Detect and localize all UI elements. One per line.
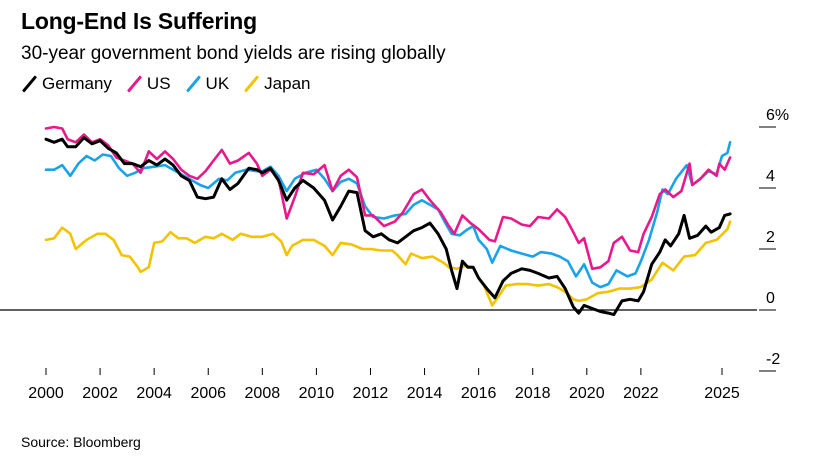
- legend-label-us: US: [146, 74, 171, 93]
- source-note: Source: Bloomberg: [21, 434, 141, 450]
- x-tick-label: 2004: [136, 385, 172, 402]
- legend-item-germany: Germany: [21, 74, 112, 94]
- axis-layer: 6% 4 2 0 -2 2000 2002 2004 2006 2008 2010 2012 2014 2…: [0, 107, 789, 402]
- x-tick-label: 2000: [28, 385, 64, 402]
- y-tick-label: 2: [766, 229, 775, 246]
- y-tick-label: 6%: [766, 107, 789, 124]
- y-tick-label: 0: [766, 290, 775, 307]
- x-tick-label: 2016: [461, 385, 497, 402]
- legend-item-japan: Japan: [243, 74, 310, 94]
- x-tick-label: 2002: [82, 385, 118, 402]
- series-layer: [44, 125, 732, 317]
- legend: Germany US UK Japan: [21, 74, 325, 94]
- chart-title: Long-End Is Suffering: [21, 8, 257, 34]
- legend-item-uk: UK: [185, 74, 230, 94]
- legend-item-us: US: [126, 74, 171, 94]
- x-tick-label: 2008: [245, 385, 281, 402]
- x-tick-label: 2012: [353, 385, 389, 402]
- x-tick-label: 2006: [190, 385, 226, 402]
- chart-subtitle: 30-year government bond yields are risin…: [21, 43, 446, 64]
- series-line-us: [44, 125, 732, 271]
- x-tick-label: 2018: [515, 385, 551, 402]
- x-tick-label: 2014: [407, 385, 443, 402]
- x-tick-label: 2010: [299, 385, 335, 402]
- x-tick-label: 2025: [704, 385, 740, 402]
- legend-label-germany: Germany: [42, 74, 112, 93]
- series-line-uk: [44, 141, 732, 289]
- series-line-japan: [44, 220, 732, 307]
- x-tick-label: 2022: [623, 385, 659, 402]
- y-tick-label: 4: [766, 168, 775, 185]
- legend-label-uk: UK: [205, 74, 230, 93]
- legend-label-japan: Japan: [264, 74, 311, 93]
- y-tick-label: -2: [766, 351, 780, 368]
- series-line-germany: [44, 136, 732, 317]
- x-tick-label: 2020: [569, 385, 605, 402]
